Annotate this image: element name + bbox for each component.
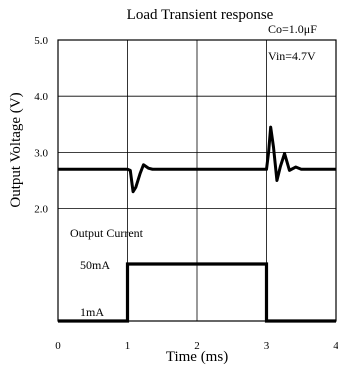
current-low-label: 1mA bbox=[80, 305, 104, 319]
current-high-label: 50mA bbox=[80, 258, 110, 272]
y-tick-label: 4.0 bbox=[34, 91, 48, 103]
vin-annotation: Vin=4.7V bbox=[268, 49, 316, 63]
output-current-line bbox=[58, 262, 336, 323]
x-tick-label: 1 bbox=[125, 340, 131, 352]
x-tick-label: 2 bbox=[194, 340, 200, 352]
output-voltage-line bbox=[58, 125, 336, 194]
grid bbox=[58, 40, 336, 321]
capacitance-annotation: Co=1.0μF bbox=[268, 22, 317, 36]
x-axis-label: Time (ms) bbox=[166, 349, 228, 365]
output-current-label: Output Current bbox=[70, 226, 144, 240]
y-tick-label: 2.0 bbox=[34, 204, 48, 216]
x-tick-label: 4 bbox=[333, 340, 338, 352]
y-tick-labels: 2.0 3.0 4.0 5.0 bbox=[34, 35, 48, 216]
x-tick-label: 3 bbox=[264, 340, 270, 352]
chart-title: Load Transient response bbox=[127, 7, 274, 23]
y-tick-label: 5.0 bbox=[34, 35, 48, 47]
y-axis-label: Output Voltage (V) bbox=[8, 92, 24, 207]
x-tick-labels: 0 1 2 3 4 bbox=[55, 340, 338, 352]
x-tick-label: 0 bbox=[55, 340, 61, 352]
y-tick-label: 3.0 bbox=[34, 147, 48, 159]
